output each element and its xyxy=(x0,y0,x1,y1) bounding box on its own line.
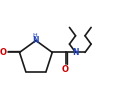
Text: H: H xyxy=(32,33,37,38)
Text: O: O xyxy=(0,48,7,57)
Text: O: O xyxy=(61,65,68,74)
Text: N: N xyxy=(72,48,78,57)
Text: N: N xyxy=(32,36,39,45)
